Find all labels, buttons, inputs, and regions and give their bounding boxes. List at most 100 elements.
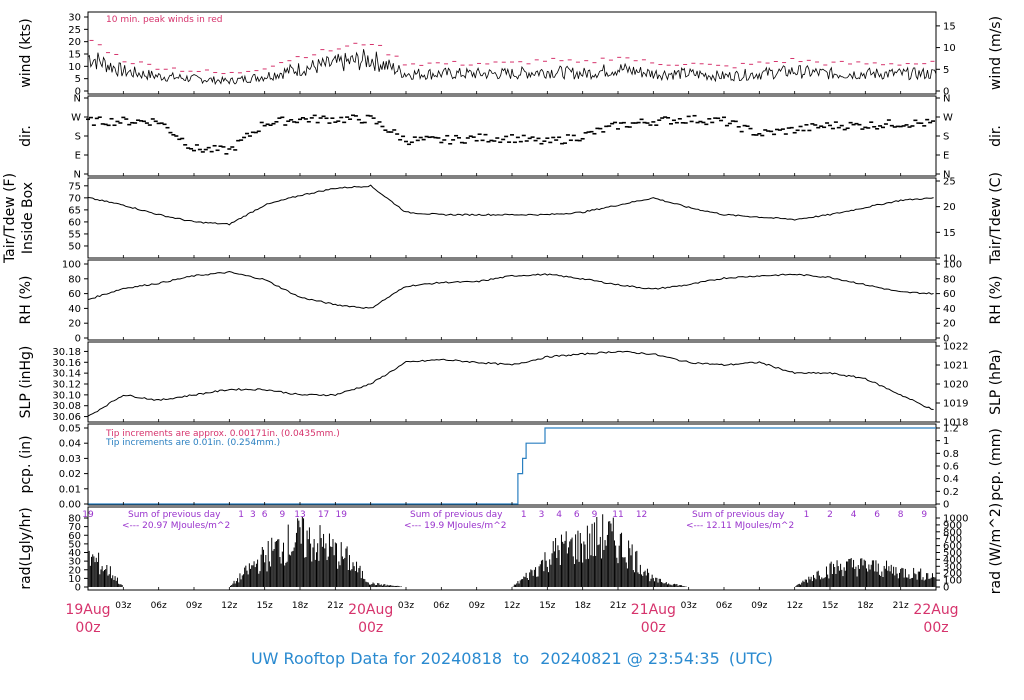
sun-hour-label: 9 [921, 510, 927, 520]
y-tick-label: 10 [68, 574, 81, 585]
y-tick-label-right: 20 [943, 319, 956, 330]
y-axis-title-left: wind (kts) [18, 18, 34, 87]
sun-hour-label: 19 [82, 510, 94, 520]
y-axis-title-left: pcp. (in) [18, 435, 34, 493]
y-tick-label-right: 0 [943, 87, 949, 98]
y-tick-label-right: W [943, 113, 953, 124]
y-tick-label-right: 15 [943, 228, 956, 239]
x-hour-label: 06z [433, 601, 449, 611]
sun-hour-label: 8 [898, 510, 904, 520]
x-hour-label: 15z [822, 601, 838, 611]
y-axis-title-left: rad(Lgly/hr) [18, 507, 34, 589]
x-hour-label: 18z [857, 601, 873, 611]
y-tick-label-right: 60 [943, 289, 956, 300]
y-tick-label-right: 5 [943, 65, 949, 76]
daily-sum-title: Sum of previous day [410, 510, 503, 520]
y-tick-label-right: 0.6 [943, 462, 959, 473]
y-axis-title-left-2: Inside Box [20, 182, 36, 254]
sun-hour-label: 13 [294, 510, 305, 520]
x-day-hour-label: 00z [75, 620, 100, 636]
y-axis-title-right: rad (W/m^2) [988, 503, 1004, 594]
y-tick-label-right: S [943, 132, 949, 143]
y-tick-label: 60 [68, 217, 81, 228]
x-hour-label: 12z [787, 601, 803, 611]
y-tick-label: 80 [68, 514, 81, 525]
y-tick-label-right: 700 [943, 534, 962, 545]
peak-wind-note: 10 min. peak winds in red [106, 15, 223, 25]
y-tick-label-right: 500 [943, 548, 962, 559]
y-tick-label: N [74, 94, 81, 105]
x-hour-label: 03z [115, 601, 131, 611]
y-tick-label: N [74, 170, 81, 181]
daily-sum-value: <--- 19.9 MJoules/m^2 [404, 521, 506, 531]
sun-hour-label: 3 [250, 510, 256, 520]
x-day-hour-label: 00z [641, 620, 666, 636]
y-tick-label-right: 1022 [943, 342, 968, 353]
sun-hour-label: 1 [238, 510, 244, 520]
y-tick-label-right: 10 [943, 254, 956, 265]
y-tick-label: 40 [68, 304, 81, 315]
x-day-hour-label: 00z [923, 620, 948, 636]
y-tick-label: 75 [68, 181, 81, 192]
panel-pcp: 0.00 0.01 0.02 0.03 0.04 0.05 0 0.2 0.40.6 0.8 11.… [18, 423, 1004, 511]
y-tick-label: 30.06 [52, 412, 81, 423]
x-hour-label: 21z [610, 601, 626, 611]
y-axis-title-right: pcp. (mm) [988, 428, 1004, 501]
y-tick-label-right: 200 [943, 569, 962, 580]
y-tick-label-right: 1 [943, 436, 949, 447]
y-tick-label: 0.04 [59, 439, 81, 450]
y-tick-label-right: 0.2 [943, 487, 959, 498]
y-tick-label: 25 [68, 25, 81, 36]
y-axis-title-right: dir. [988, 125, 1004, 147]
sun-hour-label: 12 [636, 510, 647, 520]
y-tick-label: 0.03 [59, 454, 81, 465]
y-tick-label: 100 [62, 260, 81, 271]
rh-series-line [87, 270, 934, 309]
sun-hour-label: 2 [827, 510, 833, 520]
y-tick-label: 15 [68, 50, 81, 61]
y-tick-label: 30.18 [52, 347, 81, 358]
wind-series-line [87, 49, 937, 86]
y-tick-label-right: 0.4 [943, 474, 959, 485]
y-tick-label: 0.02 [59, 469, 81, 480]
y-axis-title-left: dir. [18, 125, 34, 147]
y-tick-label: 0 [75, 87, 81, 98]
y-tick-label-right: E [943, 151, 949, 162]
y-tick-label: 80 [68, 274, 81, 285]
sun-hour-label: 3 [539, 510, 545, 520]
y-tick-label: 30.14 [52, 369, 81, 380]
x-hour-label: 21z [893, 601, 909, 611]
sun-hour-label: 19 [335, 510, 347, 520]
x-hour-label: 09z [469, 601, 485, 611]
x-hour-label: 06z [151, 601, 167, 611]
y-tick-label-right: 80 [943, 274, 956, 285]
x-axis: 03z 06z 09z 12z 15z 18z 21z 03z 06z 09z 12z 15z 18z 2… [65, 601, 958, 636]
sun-hour-label: 4 [556, 510, 562, 520]
x-hour-label: 18z [292, 601, 308, 611]
y-tick-label: 0.01 [59, 484, 81, 495]
y-tick-label: 30.12 [52, 380, 81, 391]
sun-hour-label: 17 [318, 510, 329, 520]
y-tick-label: 30.08 [52, 401, 81, 412]
y-tick-label: 20 [68, 565, 81, 576]
slp-series-line [87, 350, 934, 417]
y-tick-label-right: 900 [943, 520, 962, 531]
daily-sum-title: Sum of previous day [128, 510, 221, 520]
y-tick-label-right: 800 [943, 527, 962, 538]
y-tick-label-right: 1019 [943, 399, 968, 410]
y-tick-label: 5 [75, 74, 81, 85]
y-tick-label: 65 [68, 205, 81, 216]
y-tick-label-right: N [943, 170, 950, 181]
tair-series-line [87, 184, 934, 226]
panel-rh: 0 20 40 60 80 100 0 20 40 60 80 100 RH (%) RH (%) [18, 259, 1004, 345]
x-day-label: 22Aug [913, 602, 958, 618]
sun-hour-label: 4 [851, 510, 857, 520]
x-day-hour-label: 00z [358, 620, 383, 636]
sun-hour-label: 9 [279, 510, 285, 520]
panel-frame [87, 341, 937, 423]
x-day-label: 21Aug [631, 602, 676, 618]
daily-sum-title: Sum of previous day [692, 510, 785, 520]
